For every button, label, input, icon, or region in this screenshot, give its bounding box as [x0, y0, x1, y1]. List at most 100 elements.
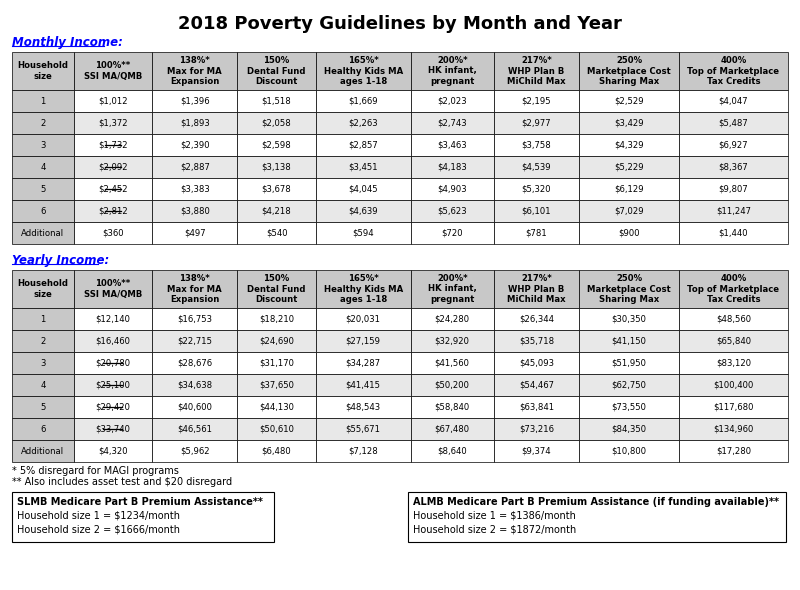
Bar	[238, 396, 316, 418]
Text: $3,138: $3,138	[262, 162, 291, 172]
Bar	[12, 112, 74, 134]
Bar	[152, 396, 238, 418]
Bar	[679, 90, 788, 112]
Text: $10,800: $10,800	[611, 447, 646, 455]
Bar	[238, 330, 316, 352]
Text: 250%
Marketplace Cost
Sharing Max: 250% Marketplace Cost Sharing Max	[587, 56, 671, 86]
Text: $2,977: $2,977	[522, 119, 551, 127]
Bar	[74, 200, 152, 222]
Bar	[679, 330, 788, 352]
Text: $50,610: $50,610	[259, 424, 294, 434]
Text: Additional: Additional	[22, 228, 65, 238]
Text: 5: 5	[40, 402, 46, 411]
Bar	[579, 222, 679, 244]
Text: $84,350: $84,350	[611, 424, 646, 434]
Bar	[238, 112, 316, 134]
Bar	[316, 440, 410, 462]
Bar	[74, 418, 152, 440]
Text: $1,669: $1,669	[349, 97, 378, 106]
Text: $7,029: $7,029	[614, 206, 644, 215]
Text: $73,216: $73,216	[519, 424, 554, 434]
Bar	[679, 222, 788, 244]
Text: Additional: Additional	[22, 447, 65, 455]
Text: $900: $900	[618, 228, 640, 238]
Bar	[679, 440, 788, 462]
Text: $4,903: $4,903	[438, 185, 467, 194]
Text: 6: 6	[40, 206, 46, 215]
Bar	[238, 90, 316, 112]
Text: $48,560: $48,560	[716, 314, 751, 323]
Bar	[152, 134, 238, 156]
Bar	[12, 200, 74, 222]
Bar	[679, 156, 788, 178]
Bar	[152, 178, 238, 200]
Bar	[74, 156, 152, 178]
Bar	[74, 134, 152, 156]
Text: $4,183: $4,183	[438, 162, 467, 172]
Bar	[12, 330, 74, 352]
Text: 1: 1	[40, 314, 46, 323]
Bar	[152, 418, 238, 440]
Bar	[579, 330, 679, 352]
Bar	[579, 418, 679, 440]
Bar	[579, 90, 679, 112]
Bar	[74, 396, 152, 418]
Text: 138%*
Max for MA
Expansion: 138%* Max for MA Expansion	[167, 56, 222, 86]
Text: $4,329: $4,329	[614, 140, 644, 149]
Text: 165%*
Healthy Kids MA
ages 1-18: 165%* Healthy Kids MA ages 1-18	[323, 56, 403, 86]
Bar	[152, 200, 238, 222]
Bar	[316, 352, 410, 374]
Bar	[410, 374, 494, 396]
Bar	[679, 112, 788, 134]
Bar	[579, 112, 679, 134]
Text: $41,415: $41,415	[346, 381, 381, 389]
Text: $16,753: $16,753	[178, 314, 212, 323]
Text: $67,480: $67,480	[434, 424, 470, 434]
Bar	[74, 308, 152, 330]
Text: $5,320: $5,320	[522, 185, 551, 194]
Text: $18,210: $18,210	[259, 314, 294, 323]
Text: $20,031: $20,031	[346, 314, 381, 323]
Text: $2,023: $2,023	[438, 97, 467, 106]
Bar	[74, 52, 152, 90]
Text: $55,671: $55,671	[346, 424, 381, 434]
Text: $45,093: $45,093	[519, 359, 554, 368]
Bar	[316, 418, 410, 440]
Text: 150%
Dental Fund
Discount: 150% Dental Fund Discount	[247, 56, 306, 86]
Text: 200%*
HK infant,
pregnant: 200%* HK infant, pregnant	[428, 274, 477, 304]
Text: $5,962: $5,962	[180, 447, 210, 455]
Text: $63,841: $63,841	[519, 402, 554, 411]
Text: $9,807: $9,807	[718, 185, 748, 194]
Bar	[74, 330, 152, 352]
Bar	[316, 112, 410, 134]
Text: $37,650: $37,650	[259, 381, 294, 389]
Text: $100,400: $100,400	[714, 381, 754, 389]
Text: * 5% disregard for MAGI programs: * 5% disregard for MAGI programs	[12, 466, 179, 476]
Bar	[152, 352, 238, 374]
Text: $34,287: $34,287	[346, 359, 381, 368]
Bar	[494, 222, 579, 244]
Bar	[238, 270, 316, 308]
Bar	[12, 52, 74, 90]
Text: 2: 2	[40, 336, 46, 346]
Bar	[494, 52, 579, 90]
Text: $24,690: $24,690	[259, 336, 294, 346]
Text: $62,750: $62,750	[611, 381, 646, 389]
Bar	[679, 270, 788, 308]
Bar	[152, 330, 238, 352]
Bar	[410, 270, 494, 308]
Bar	[579, 352, 679, 374]
Bar	[74, 178, 152, 200]
Bar	[679, 134, 788, 156]
Bar	[410, 222, 494, 244]
Text: $73,550: $73,550	[611, 402, 646, 411]
Bar	[316, 156, 410, 178]
Text: $32,920: $32,920	[434, 336, 470, 346]
Bar	[579, 374, 679, 396]
Text: 1: 1	[40, 97, 46, 106]
Text: 100%**
SSI MA/QMB: 100%** SSI MA/QMB	[84, 61, 142, 81]
Text: $540: $540	[266, 228, 287, 238]
Bar	[12, 90, 74, 112]
Bar	[152, 374, 238, 396]
Bar	[679, 308, 788, 330]
